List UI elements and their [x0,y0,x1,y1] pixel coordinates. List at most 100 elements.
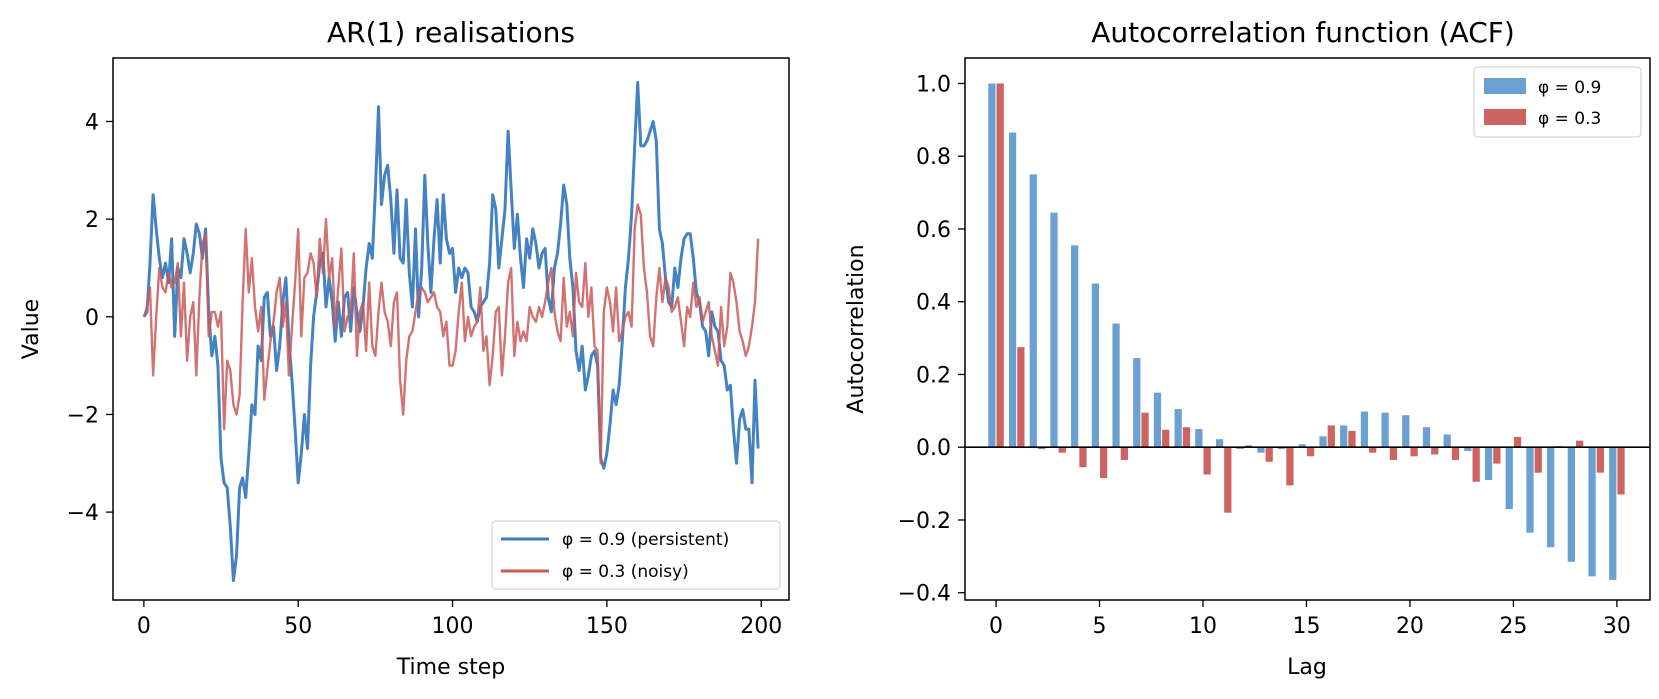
line-chart-y-ticks: −4 −2 0 2 4 [67,110,113,526]
acf-bar-series-0 [1340,425,1348,448]
y-tick-label: 0.2 [916,363,951,388]
y-tick-label: 4 [85,110,99,135]
x-tick-label: 20 [1396,614,1424,639]
line-chart-plot-area [142,80,760,582]
line-chart-frame [112,57,790,601]
acf-bar-series-1 [1513,437,1522,448]
acf-bar-series-1 [1576,440,1584,448]
acf-bar-series-1 [1431,447,1439,455]
acf-bar-series-1 [1182,427,1191,448]
acf-bar-series-1 [1493,447,1501,464]
y-tick-label: −4 [67,501,99,526]
acf-bar-series-1 [1203,447,1211,475]
bar-chart-y-label: Autocorrelation [844,244,869,413]
acf-bar-series-0 [1402,415,1410,448]
bar-chart-frame [964,57,1651,601]
acf-bar-series-0 [1319,436,1327,448]
bar-chart-x-label: Lag [1287,655,1327,680]
line-chart-title: AR(1) realisations [327,16,575,49]
acf-bar-series-1 [1079,447,1087,468]
y-tick-label: −2 [67,403,99,428]
x-tick-label: 50 [284,614,312,639]
x-tick-label: 10 [1189,614,1217,639]
acf-bar-series-1 [1306,447,1315,457]
line-chart-legend: φ = 0.9 (persistent) φ = 0.3 (noisy) [491,520,781,590]
legend-label-noisy: φ = 0.3 (noisy) [562,562,689,582]
legend-swatch-phi-09 [1484,78,1526,94]
acf-bar-series-1 [1141,412,1149,448]
acf-bar-series-0 [1029,174,1037,448]
x-tick-label: 0 [989,614,1003,639]
acf-bar-series-0 [1257,447,1265,453]
acf-bar-series-1 [1120,447,1128,460]
y-tick-label: 0 [85,306,99,331]
acf-bar-series-0 [1567,447,1575,562]
bar-chart-x-ticks: 0 5 10 15 20 25 30 [989,600,1631,639]
acf-bar-series-0 [1278,447,1286,450]
legend-label-persistent: φ = 0.9 (persistent) [562,530,729,550]
acf-bar-series-1 [1596,447,1604,473]
series-line-0 [142,80,760,582]
acf-bar-series-0 [1526,447,1534,533]
acf-bar-series-0 [1443,434,1451,448]
legend-label-phi-03: φ = 0.3 [1538,109,1601,129]
acf-bar-series-0 [1609,447,1617,580]
acf-bar-series-1 [1162,429,1170,448]
acf-bar-series-1 [1369,447,1377,453]
x-tick-label: 150 [586,614,628,639]
line-chart-x-label: Time step [396,655,505,680]
x-tick-label: 200 [740,614,782,639]
acf-bar-series-0 [1588,447,1596,577]
acf-bar-series-0 [1153,392,1162,448]
acf-bar-series-0 [1484,447,1493,480]
acf-bar-series-1 [1100,447,1108,479]
x-tick-label: 15 [1292,614,1320,639]
acf-bar-series-0 [1422,427,1431,448]
x-tick-label: 0 [137,614,151,639]
y-tick-label: −0.4 [898,582,951,607]
bar-chart-title: Autocorrelation function (ACF) [1091,16,1515,49]
acf-bar-series-1 [1472,447,1480,482]
line-chart-legend-box [491,520,781,590]
y-tick-label: 0.8 [916,145,951,170]
y-tick-label: −0.2 [898,509,951,534]
acf-bar-series-0 [1195,429,1203,448]
acf-bar-series-0 [1008,132,1017,448]
acf-bar-series-0 [1050,212,1058,448]
acf-bar-series-1 [1451,447,1460,460]
acf-bar-series-0 [1091,283,1099,448]
acf-bar-series-0 [1071,245,1079,448]
acf-bar-series-1 [1286,447,1294,486]
acf-bar-series-1 [1327,425,1335,448]
acf-bar-series-1 [1224,447,1232,513]
acf-bar-series-0 [1381,412,1389,448]
line-chart-x-ticks: 0 50 100 150 200 [137,600,782,639]
acf-bar-series-1 [1348,430,1356,448]
line-chart-panel: AR(1) realisations 0 50 100 150 200 −4−2024 … [19,16,790,680]
y-tick-label: 0.4 [916,291,951,316]
acf-bar-series-0 [1547,447,1555,548]
acf-bar-series-1 [1534,447,1542,473]
acf-bar-series-0 [988,83,996,448]
acf-bar-series-1 [1017,347,1025,448]
acf-bar-series-0 [1505,447,1513,510]
y-tick-label: 0.6 [916,218,951,243]
acf-bar-series-0 [1236,447,1244,450]
acf-bar-series-1 [1389,447,1397,460]
y-tick-label: 1.0 [916,72,951,97]
acf-bar-series-1 [1617,447,1625,495]
acf-bar-series-1 [1037,447,1046,450]
legend-swatch-phi-03 [1484,109,1526,125]
series-line-1 [142,203,760,465]
acf-bar-series-0 [1133,358,1141,448]
legend-label-phi-09: φ = 0.9 [1538,78,1601,98]
bar-chart-plot-area [965,83,1650,580]
y-tick-label: 2 [85,208,99,233]
acf-bar-series-1 [1410,447,1418,457]
acf-bar-series-0 [1360,411,1369,448]
acf-bar-series-1 [1265,447,1273,462]
acf-bar-series-1 [1244,445,1253,448]
acf-bar-series-0 [1112,323,1120,448]
acf-bar-series-0 [1215,439,1224,448]
